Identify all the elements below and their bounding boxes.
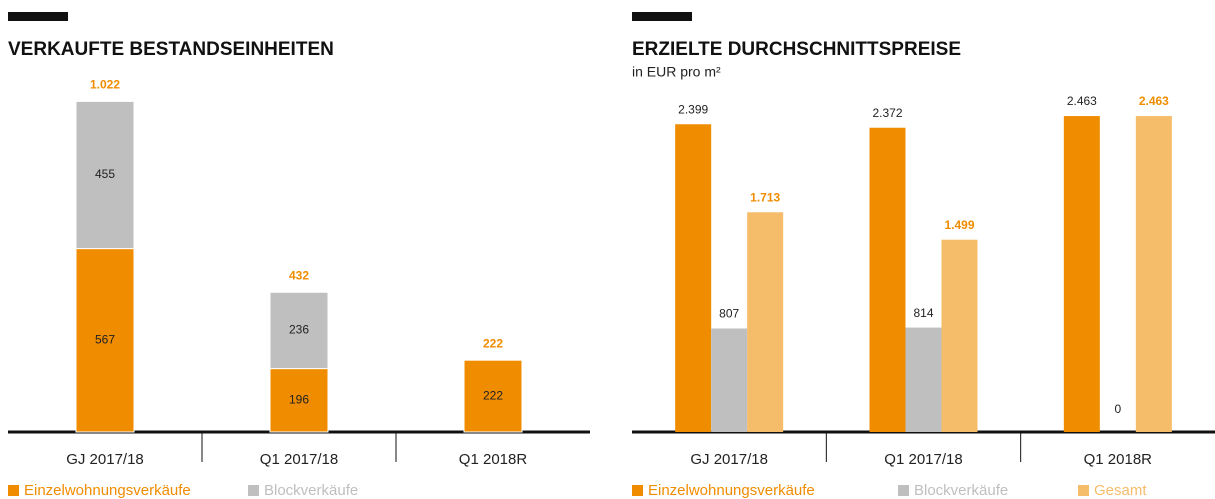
chart-title: ERZIELTE DURCHSCHNITTSPREISE xyxy=(632,39,961,60)
bar xyxy=(905,327,942,432)
value-label: 0 xyxy=(1114,402,1121,416)
bar-segment xyxy=(75,100,135,250)
legend-label: Einzelwohnungsverkäufe xyxy=(24,482,191,499)
value-label: 222 xyxy=(483,388,503,402)
x-tick-label: GJ 2017/18 xyxy=(690,451,768,468)
bar xyxy=(747,212,784,432)
legend-swatch xyxy=(248,485,259,496)
value-label: 807 xyxy=(719,307,739,321)
value-label: 2.463 xyxy=(1067,94,1097,108)
value-label: 1.499 xyxy=(944,218,974,232)
legend-label: Einzelwohnungsverkäufe xyxy=(648,482,815,499)
decor-bar xyxy=(632,12,692,21)
value-label: 814 xyxy=(913,306,933,320)
bar xyxy=(1063,116,1100,432)
legend-label: Blockverkäufe xyxy=(264,482,358,499)
legend-swatch xyxy=(1078,485,1089,496)
chart-title: VERKAUFTE BESTANDSEINHEITEN xyxy=(8,39,334,60)
bar xyxy=(711,328,748,432)
legend-label: Gesamt xyxy=(1094,482,1147,499)
value-label: 2.463 xyxy=(1139,94,1169,108)
value-label: 1.713 xyxy=(750,190,780,204)
value-label: 455 xyxy=(95,167,115,181)
value-label: 196 xyxy=(289,392,309,406)
legend-swatch xyxy=(632,485,643,496)
bar xyxy=(869,127,906,433)
chart-subtitle: in EUR pro m² xyxy=(632,64,721,80)
value-label: 2.372 xyxy=(872,106,902,120)
value-label: 2.399 xyxy=(678,102,708,116)
x-tick-label: Q1 2017/18 xyxy=(260,451,338,468)
x-tick-label: GJ 2017/18 xyxy=(66,451,144,468)
legend-swatch xyxy=(8,485,19,496)
legend-swatch xyxy=(898,485,909,496)
total-label: 222 xyxy=(483,336,503,350)
x-tick-label: Q1 2018R xyxy=(1084,451,1153,468)
value-label: 567 xyxy=(95,332,115,346)
x-tick-label: Q1 2018R xyxy=(459,451,528,468)
value-label: 236 xyxy=(289,323,309,337)
bar-segment xyxy=(75,248,135,433)
total-label: 432 xyxy=(289,268,309,282)
decor-bar xyxy=(8,12,68,21)
bar xyxy=(941,239,978,432)
bar-segment xyxy=(269,368,329,433)
bar-segment xyxy=(269,291,329,370)
bar xyxy=(675,124,712,432)
legend-label: Blockverkäufe xyxy=(914,482,1008,499)
bar xyxy=(1135,116,1172,432)
bar-segment xyxy=(463,359,523,433)
x-tick-label: Q1 2017/18 xyxy=(884,451,962,468)
total-label: 1.022 xyxy=(90,78,120,92)
